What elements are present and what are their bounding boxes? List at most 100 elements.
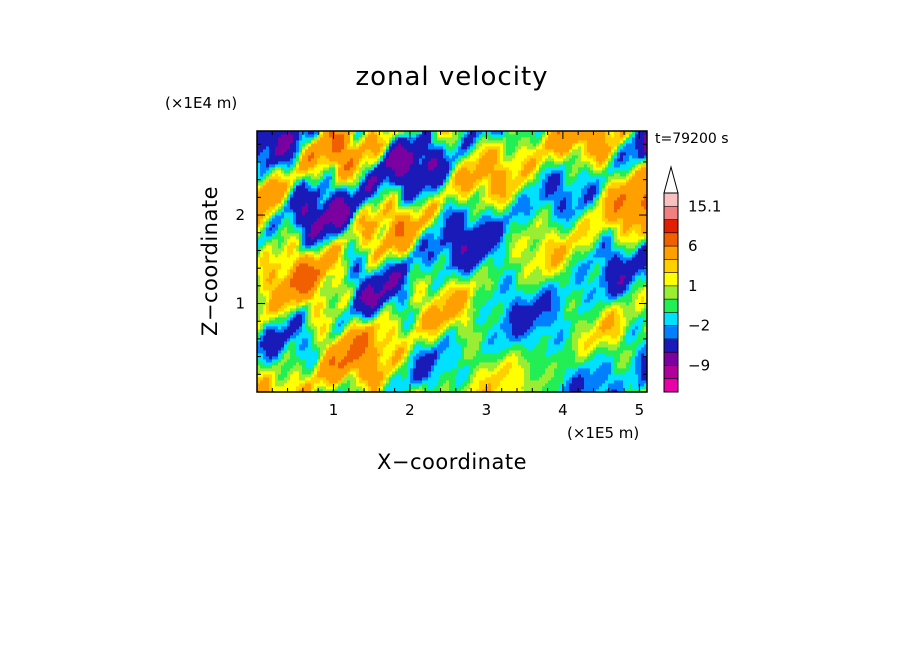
heatmap-cell bbox=[497, 353, 501, 357]
heatmap-cell bbox=[626, 284, 630, 288]
heatmap-cell bbox=[311, 290, 315, 294]
heatmap-cell bbox=[260, 317, 264, 321]
heatmap-cell bbox=[266, 362, 270, 366]
heatmap-cell bbox=[323, 332, 327, 336]
heatmap-cell bbox=[413, 365, 417, 369]
heatmap-cell bbox=[272, 380, 276, 384]
heatmap-cell bbox=[443, 338, 447, 342]
heatmap-cell bbox=[590, 347, 594, 351]
heatmap-cell bbox=[461, 323, 465, 327]
heatmap-cell bbox=[479, 356, 483, 360]
heatmap-cell bbox=[482, 329, 486, 333]
heatmap-cell bbox=[356, 338, 360, 342]
heatmap-cell bbox=[494, 350, 498, 354]
heatmap-cell bbox=[458, 365, 462, 369]
heatmap-cell bbox=[587, 308, 591, 312]
heatmap-cell bbox=[332, 353, 336, 357]
heatmap-cell bbox=[293, 389, 297, 392]
heatmap-cell bbox=[362, 326, 366, 330]
heatmap-cell bbox=[425, 314, 429, 318]
heatmap-cell bbox=[578, 359, 582, 363]
heatmap-cell bbox=[314, 335, 318, 339]
heatmap-cell bbox=[518, 299, 522, 303]
heatmap-cell bbox=[290, 362, 294, 366]
heatmap-cell bbox=[524, 374, 528, 378]
heatmap-cell bbox=[335, 380, 339, 384]
heatmap-cell bbox=[491, 284, 495, 288]
heatmap-cell bbox=[617, 302, 621, 306]
heatmap-cell bbox=[290, 323, 294, 327]
heatmap-cell bbox=[551, 302, 555, 306]
heatmap-cell bbox=[416, 377, 420, 381]
heatmap-cell bbox=[578, 365, 582, 369]
heatmap-cell bbox=[389, 278, 393, 282]
heatmap-cell bbox=[431, 287, 435, 291]
heatmap-cell bbox=[431, 386, 435, 390]
heatmap-cell bbox=[578, 368, 582, 372]
heatmap-cell bbox=[344, 323, 348, 327]
heatmap-cell bbox=[356, 317, 360, 321]
heatmap-cell bbox=[593, 344, 597, 348]
heatmap-cell bbox=[278, 287, 282, 291]
heatmap-cell bbox=[476, 353, 480, 357]
heatmap-cell bbox=[503, 284, 507, 288]
heatmap-cell bbox=[470, 350, 474, 354]
heatmap-cell bbox=[518, 377, 522, 381]
heatmap-cell bbox=[422, 377, 426, 381]
heatmap-cell bbox=[458, 308, 462, 312]
heatmap-cell bbox=[575, 332, 579, 336]
heatmap-cell bbox=[548, 299, 552, 303]
heatmap-cell bbox=[362, 305, 366, 309]
heatmap-cell bbox=[506, 365, 510, 369]
heatmap-cell bbox=[635, 359, 639, 363]
heatmap-cell bbox=[542, 317, 546, 321]
heatmap-cell bbox=[452, 362, 456, 366]
heatmap-cell bbox=[374, 293, 378, 297]
heatmap-cell bbox=[539, 293, 543, 297]
heatmap-cell bbox=[620, 290, 624, 294]
heatmap-cell bbox=[518, 320, 522, 324]
heatmap-cell bbox=[623, 341, 627, 345]
heatmap-cell bbox=[416, 344, 420, 348]
heatmap-cell bbox=[614, 305, 618, 309]
heatmap-cell bbox=[338, 374, 342, 378]
heatmap-cell bbox=[380, 389, 384, 392]
heatmap-cell bbox=[317, 365, 321, 369]
heatmap-cell bbox=[614, 329, 618, 333]
heatmap-cell bbox=[587, 278, 591, 282]
heatmap-cell bbox=[407, 317, 411, 321]
heatmap-cell bbox=[533, 368, 537, 372]
heatmap-cell bbox=[302, 356, 306, 360]
heatmap-cell bbox=[392, 389, 396, 392]
heatmap-cell bbox=[293, 335, 297, 339]
heatmap-cell bbox=[308, 356, 312, 360]
heatmap-cell bbox=[596, 368, 600, 372]
heatmap-cell bbox=[269, 371, 273, 375]
heatmap-cell bbox=[374, 314, 378, 318]
heatmap-cell bbox=[620, 317, 624, 321]
heatmap-cell bbox=[524, 290, 528, 294]
heatmap-cell bbox=[401, 350, 405, 354]
heatmap-cell bbox=[524, 368, 528, 372]
heatmap-cell bbox=[599, 308, 603, 312]
heatmap-cell bbox=[482, 305, 486, 309]
heatmap-cell bbox=[464, 380, 468, 384]
heatmap-cell bbox=[596, 296, 600, 300]
heatmap-cell bbox=[488, 347, 492, 351]
heatmap-cell bbox=[512, 314, 516, 318]
heatmap-cell bbox=[374, 278, 378, 282]
heatmap-cell bbox=[629, 314, 633, 318]
heatmap-cell bbox=[539, 341, 543, 345]
heatmap-cell bbox=[386, 386, 390, 390]
heatmap-cell bbox=[296, 281, 300, 285]
heatmap-cell bbox=[605, 326, 609, 330]
heatmap-cell bbox=[602, 380, 606, 384]
heatmap-cell bbox=[350, 287, 354, 291]
heatmap-cell bbox=[545, 326, 549, 330]
heatmap-cell bbox=[506, 281, 510, 285]
heatmap-cell bbox=[299, 365, 303, 369]
heatmap-cell bbox=[527, 317, 531, 321]
heatmap-cell bbox=[578, 329, 582, 333]
heatmap-cell bbox=[449, 359, 453, 363]
heatmap-cell bbox=[626, 329, 630, 333]
